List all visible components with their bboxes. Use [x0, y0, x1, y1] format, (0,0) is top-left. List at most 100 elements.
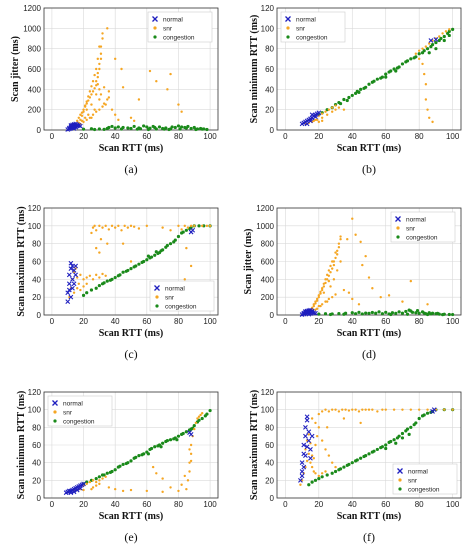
point-snr	[371, 408, 374, 411]
point-snr	[329, 285, 332, 288]
point-congestion	[342, 312, 346, 316]
point-snr	[336, 253, 339, 256]
point-congestion	[355, 458, 359, 462]
point-snr	[426, 303, 429, 306]
point-snr	[83, 104, 87, 107]
point-snr	[441, 32, 444, 35]
point-normal	[66, 281, 72, 287]
point-snr	[424, 98, 428, 101]
point-congestion	[208, 408, 212, 413]
point-snr	[91, 226, 95, 229]
legend-label-snr: snr	[408, 477, 418, 484]
point-snr	[107, 486, 111, 489]
legend: normal snr congestion	[149, 280, 215, 312]
point-snr	[320, 119, 324, 123]
point-snr	[327, 454, 331, 457]
point-snr	[155, 472, 158, 475]
point-congestion	[153, 253, 157, 257]
point-congestion	[138, 127, 143, 131]
point-normal	[304, 121, 310, 127]
point-congestion	[379, 446, 383, 450]
point-snr	[324, 448, 327, 451]
point-snr	[98, 62, 101, 66]
point-snr	[120, 229, 123, 232]
point-snr	[320, 410, 324, 413]
point-snr	[309, 461, 312, 464]
point-snr	[104, 224, 107, 228]
point-snr	[339, 260, 342, 263]
point-snr	[93, 108, 96, 111]
point-snr	[95, 67, 98, 71]
point-snr	[93, 224, 96, 228]
point-congestion	[102, 127, 106, 131]
point-normal	[70, 276, 75, 282]
point-snr	[101, 272, 104, 276]
point-congestion	[342, 465, 346, 469]
point-snr	[315, 434, 319, 438]
legend-marker-congestion	[398, 487, 402, 491]
point-snr	[438, 35, 441, 38]
point-snr	[357, 303, 361, 306]
point-snr	[98, 482, 101, 486]
point-normal	[73, 272, 79, 278]
point-snr	[183, 278, 186, 281]
point-snr	[337, 106, 341, 109]
point-normal	[66, 287, 72, 293]
point-snr	[98, 251, 101, 254]
point-snr	[132, 119, 136, 123]
point-snr	[312, 119, 315, 123]
point-congestion	[85, 291, 89, 295]
point-congestion	[172, 437, 176, 441]
point-snr	[332, 260, 336, 263]
x-tick-label: 40	[348, 500, 357, 509]
point-normal	[190, 227, 196, 233]
point-snr	[371, 287, 374, 290]
legend-box	[47, 395, 113, 427]
series-congestion	[81, 224, 212, 297]
point-snr	[443, 408, 446, 411]
point-congestion	[154, 250, 158, 254]
point-congestion	[167, 127, 171, 132]
x-tick-label: 100	[446, 317, 460, 326]
x-tick-label: 100	[203, 132, 217, 141]
point-normal	[316, 110, 322, 116]
point-snr	[315, 118, 319, 122]
point-congestion	[97, 283, 101, 288]
point-congestion	[113, 126, 117, 130]
point-congestion	[149, 446, 154, 451]
point-snr	[98, 88, 101, 91]
point-congestion	[200, 416, 204, 421]
legend-box	[392, 463, 458, 495]
point-snr	[90, 231, 93, 235]
point-snr	[309, 442, 312, 445]
point-snr	[424, 83, 428, 86]
point-snr	[99, 93, 103, 96]
point-congestion	[317, 312, 321, 316]
point-snr	[90, 85, 93, 88]
x-axis-label: Scan RTT (ms)	[337, 328, 401, 339]
point-snr	[305, 459, 309, 463]
x-tick-label: 20	[79, 317, 88, 326]
point-snr	[342, 417, 346, 420]
x-tick-label: 20	[79, 132, 88, 141]
point-congestion	[374, 311, 378, 315]
point-congestion	[384, 72, 388, 76]
point-congestion	[181, 230, 185, 234]
point-congestion	[194, 127, 198, 132]
point-snr	[331, 295, 334, 299]
point-congestion	[400, 311, 405, 315]
point-snr	[121, 86, 125, 89]
point-snr	[121, 242, 125, 245]
point-normal	[304, 417, 310, 423]
point-snr	[76, 276, 79, 279]
point-snr	[95, 80, 98, 83]
point-congestion	[129, 126, 133, 131]
y-tick-label: 100	[28, 406, 42, 415]
point-snr	[314, 308, 317, 311]
legend-marker-normal	[397, 468, 403, 474]
plot-frame	[43, 207, 219, 316]
point-congestion	[427, 51, 431, 55]
point-snr	[79, 273, 82, 277]
point-snr	[205, 224, 209, 228]
